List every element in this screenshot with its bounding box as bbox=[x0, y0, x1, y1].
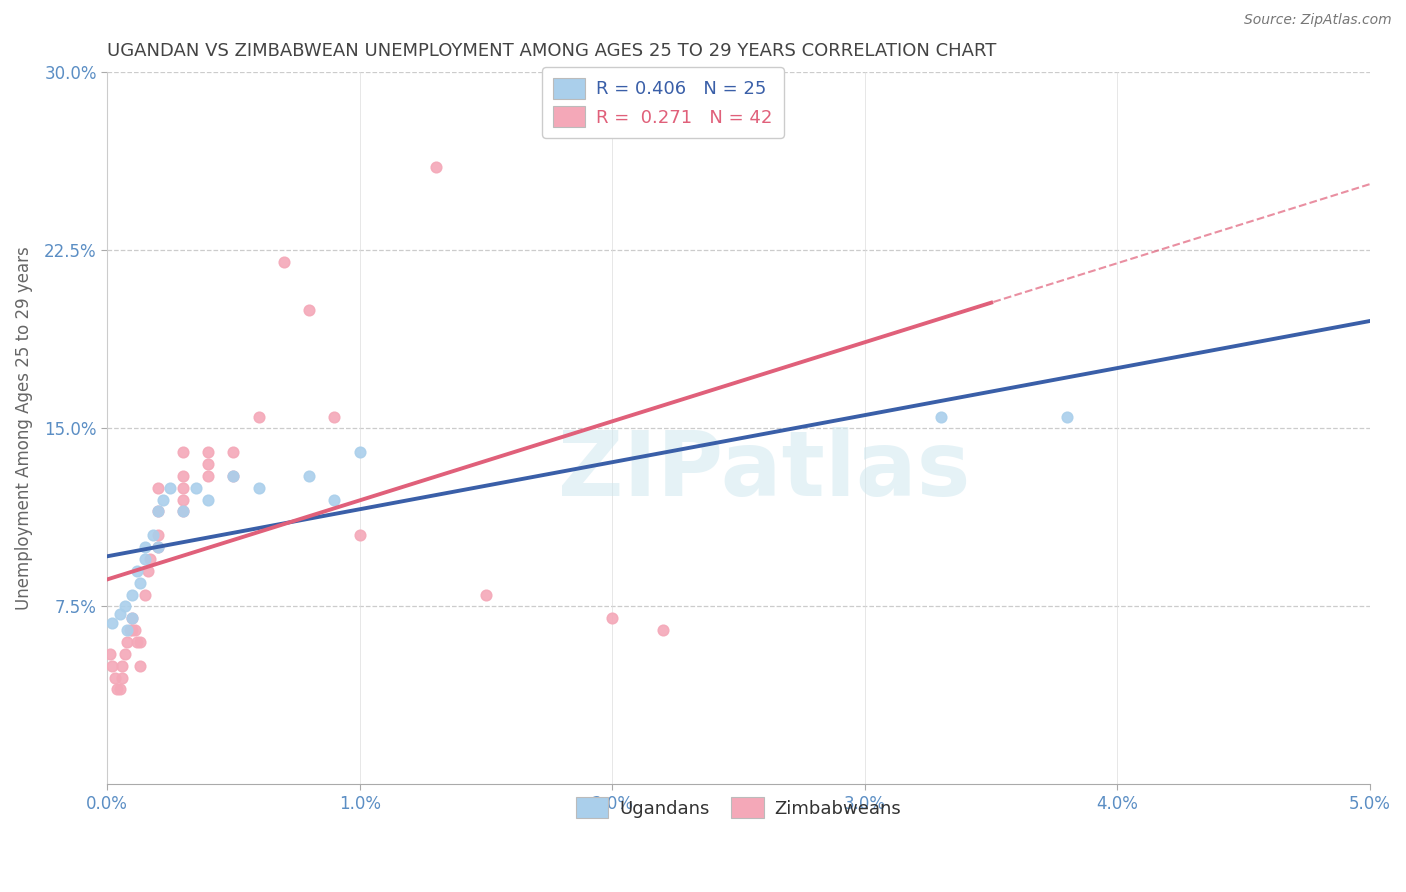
Point bbox=[134, 588, 156, 602]
Point bbox=[127, 564, 149, 578]
Point bbox=[101, 658, 124, 673]
Point bbox=[111, 671, 134, 685]
Text: UGANDAN VS ZIMBABWEAN UNEMPLOYMENT AMONG AGES 25 TO 29 YEARS CORRELATION CHART: UGANDAN VS ZIMBABWEAN UNEMPLOYMENT AMONG… bbox=[107, 42, 997, 60]
Point bbox=[117, 623, 139, 637]
Point bbox=[273, 255, 295, 269]
Point bbox=[129, 635, 152, 649]
Point bbox=[172, 492, 194, 507]
Point bbox=[475, 588, 498, 602]
Point bbox=[121, 611, 143, 625]
Point bbox=[117, 635, 139, 649]
Point bbox=[172, 504, 194, 518]
Point bbox=[172, 445, 194, 459]
Point bbox=[602, 611, 624, 625]
Point bbox=[111, 658, 134, 673]
Point bbox=[139, 552, 162, 566]
Point bbox=[127, 635, 149, 649]
Point bbox=[101, 615, 124, 630]
Point bbox=[349, 445, 371, 459]
Point bbox=[222, 469, 245, 483]
Point bbox=[136, 564, 159, 578]
Y-axis label: Unemployment Among Ages 25 to 29 years: Unemployment Among Ages 25 to 29 years bbox=[15, 246, 32, 610]
Point bbox=[146, 540, 169, 554]
Point bbox=[121, 623, 143, 637]
Point bbox=[114, 599, 136, 614]
Point bbox=[114, 647, 136, 661]
Point bbox=[298, 469, 321, 483]
Point bbox=[929, 409, 952, 424]
Point bbox=[159, 481, 181, 495]
Point bbox=[98, 647, 121, 661]
Point bbox=[129, 575, 152, 590]
Point bbox=[121, 588, 143, 602]
Point bbox=[146, 481, 169, 495]
Point bbox=[247, 409, 270, 424]
Point bbox=[172, 481, 194, 495]
Point bbox=[124, 623, 146, 637]
Point bbox=[121, 611, 143, 625]
Point bbox=[104, 671, 127, 685]
Point bbox=[184, 481, 207, 495]
Point bbox=[146, 504, 169, 518]
Point bbox=[323, 409, 346, 424]
Point bbox=[172, 469, 194, 483]
Point bbox=[1056, 409, 1078, 424]
Point bbox=[197, 457, 219, 471]
Point bbox=[134, 540, 156, 554]
Point bbox=[152, 492, 174, 507]
Point bbox=[172, 504, 194, 518]
Point bbox=[118, 623, 141, 637]
Point bbox=[222, 469, 245, 483]
Point bbox=[197, 469, 219, 483]
Point bbox=[197, 445, 219, 459]
Point bbox=[425, 161, 447, 175]
Point bbox=[197, 492, 219, 507]
Point bbox=[298, 302, 321, 317]
Point bbox=[323, 492, 346, 507]
Point bbox=[108, 682, 131, 697]
Point bbox=[129, 658, 152, 673]
Point bbox=[349, 528, 371, 542]
Legend: Ugandans, Zimbabweans: Ugandans, Zimbabweans bbox=[568, 790, 908, 825]
Point bbox=[222, 445, 245, 459]
Point bbox=[134, 552, 156, 566]
Point bbox=[146, 504, 169, 518]
Point bbox=[651, 623, 673, 637]
Point bbox=[105, 682, 128, 697]
Text: ZIPatlas: ZIPatlas bbox=[558, 427, 970, 516]
Text: Source: ZipAtlas.com: Source: ZipAtlas.com bbox=[1244, 13, 1392, 28]
Point bbox=[146, 540, 169, 554]
Point bbox=[247, 481, 270, 495]
Point bbox=[142, 528, 165, 542]
Point bbox=[146, 528, 169, 542]
Point bbox=[108, 607, 131, 621]
